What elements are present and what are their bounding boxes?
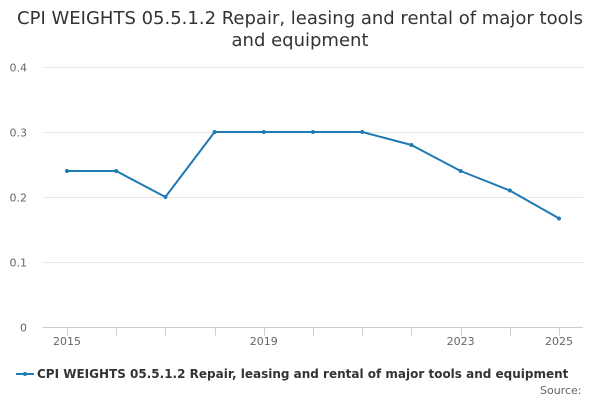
data-point bbox=[114, 169, 119, 173]
data-point bbox=[409, 143, 414, 147]
y-tick-label: 0.3 bbox=[10, 127, 28, 140]
data-point bbox=[458, 169, 463, 173]
legend[interactable]: CPI WEIGHTS 05.5.1.2 Repair, leasing and… bbox=[16, 365, 568, 383]
x-tick-label: 2015 bbox=[53, 335, 81, 348]
y-tick-label: 0.4 bbox=[10, 62, 28, 75]
x-tick-label: 2025 bbox=[545, 335, 573, 348]
axes: 0 0.1 0.2 0.3 0.4 2015 2019 2023 2025 bbox=[10, 62, 583, 348]
y-tick-label: 0.1 bbox=[10, 257, 28, 270]
data-point bbox=[65, 169, 69, 173]
gridlines bbox=[43, 67, 583, 263]
chart-title: CPI WEIGHTS 05.5.1.2 Repair, leasing and… bbox=[17, 8, 583, 51]
data-point bbox=[163, 195, 168, 199]
legend-swatch-dot bbox=[23, 372, 27, 376]
x-tick-label: 2023 bbox=[447, 335, 475, 348]
data-point bbox=[311, 130, 315, 134]
y-tick-label: 0 bbox=[20, 322, 27, 335]
data-point bbox=[557, 216, 561, 221]
series-layer bbox=[65, 130, 561, 221]
legend-label: CPI WEIGHTS 05.5.1.2 Repair, leasing and… bbox=[37, 367, 569, 381]
data-point bbox=[261, 130, 266, 134]
legend-swatch bbox=[16, 368, 34, 380]
data-point bbox=[507, 188, 512, 193]
x-tick-label: 2019 bbox=[250, 335, 278, 348]
source-label: Source: bbox=[540, 384, 582, 397]
data-point bbox=[212, 130, 217, 134]
data-point bbox=[360, 130, 365, 134]
series-line bbox=[66, 131, 560, 220]
y-tick-label: 0.2 bbox=[10, 192, 28, 205]
